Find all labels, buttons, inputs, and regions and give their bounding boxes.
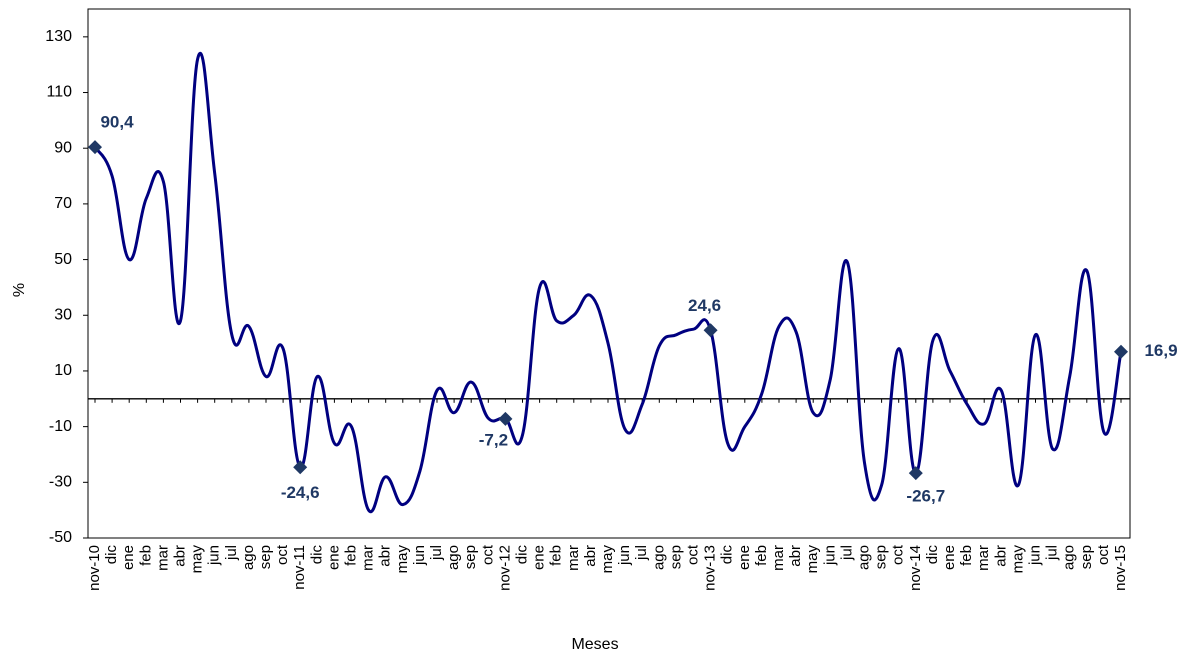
marker — [293, 460, 308, 475]
y-tick-label: 10 — [54, 362, 72, 379]
x-tick-label: jun — [616, 545, 633, 566]
x-tick-label: dic — [308, 545, 325, 565]
x-tick-label: oct — [479, 544, 496, 565]
x-tick-label: jun — [821, 545, 838, 566]
marker — [88, 140, 102, 155]
x-tick-label: oct — [274, 544, 291, 565]
y-tick-label: -50 — [49, 529, 72, 546]
x-tick-label: oct — [1095, 544, 1112, 565]
x-tick-label: oct — [684, 544, 701, 565]
x-tick-label: ago — [445, 545, 462, 570]
x-tick-label: mar — [154, 545, 171, 571]
x-tick-label: jul — [838, 545, 855, 561]
x-tick-label: may — [1009, 545, 1026, 574]
x-tick-label: feb — [548, 545, 565, 566]
x-tick-label: feb — [137, 545, 154, 566]
data-label: 24,6 — [688, 296, 721, 315]
x-tick-label: jul — [428, 545, 445, 561]
x-tick-label: ene — [120, 545, 137, 570]
y-axis-title: % — [11, 283, 28, 297]
y-tick-label: 130 — [45, 28, 72, 45]
data-line — [93, 51, 1123, 514]
x-tick-label: sep — [873, 545, 890, 569]
x-tick-label: feb — [342, 545, 359, 566]
x-tick-label: may — [804, 545, 821, 574]
x-tick-label: nov-15 — [1112, 545, 1129, 591]
x-tick-label: nov-12 — [496, 545, 513, 591]
x-tick-label: sep — [462, 545, 479, 569]
x-tick-label: nov-10 — [86, 545, 103, 591]
marker — [703, 323, 718, 338]
x-tick-label: abr — [171, 545, 188, 567]
x-tick-label: mar — [770, 545, 787, 571]
x-tick-label: abr — [377, 545, 394, 567]
x-tick-label: mar — [975, 545, 992, 571]
data-label: -7,2 — [479, 430, 508, 449]
y-tick-label: 110 — [46, 84, 72, 101]
x-tick-label: sep — [1078, 545, 1095, 569]
x-tick-label: abr — [787, 545, 804, 567]
x-tick-label: jun — [411, 545, 428, 566]
x-tick-label: dic — [719, 545, 736, 565]
x-tick-label: abr — [992, 545, 1009, 567]
y-tick-label: -30 — [49, 474, 72, 491]
x-tick-label: mar — [360, 545, 377, 571]
marker — [1114, 344, 1128, 359]
x-tick-label: feb — [958, 545, 975, 566]
x-tick-label: nov-11 — [291, 545, 308, 590]
x-tick-label: ago — [240, 545, 257, 570]
y-tick-label: 50 — [54, 251, 72, 268]
y-tick-label: -10 — [49, 418, 72, 435]
x-tick-label: mar — [565, 545, 582, 571]
x-tick-label: ago — [1061, 545, 1078, 570]
x-tick-label: may — [394, 545, 411, 574]
y-tick-label: 90 — [54, 139, 72, 156]
x-tick-label: may — [189, 545, 206, 574]
x-tick-label: nov-13 — [702, 545, 719, 591]
x-tick-label: dic — [924, 545, 941, 565]
data-label: 16,9 — [1144, 341, 1177, 360]
x-tick-label: nov-14 — [907, 545, 924, 591]
x-tick-label: ene — [941, 545, 958, 570]
x-tick-label: ene — [325, 545, 342, 570]
x-tick-label: dic — [513, 545, 530, 565]
x-tick-label: oct — [890, 544, 907, 565]
x-tick-label: ago — [855, 545, 872, 570]
x-tick-label: ago — [650, 545, 667, 570]
x-tick-label: jul — [1044, 545, 1061, 561]
x-tick-label: dic — [103, 545, 120, 565]
x-tick-label: jul — [633, 545, 650, 561]
plot-frame — [87, 8, 1131, 539]
marker — [498, 411, 513, 426]
x-tick-label: ene — [531, 545, 548, 570]
x-tick-label: abr — [582, 545, 599, 567]
x-tick-label: feb — [753, 545, 770, 566]
x-axis-title: Meses — [571, 636, 618, 653]
x-tick-label: sep — [257, 545, 274, 569]
marker — [908, 466, 923, 481]
y-tick-label: 70 — [54, 195, 72, 212]
y-tick-label: 30 — [54, 306, 72, 323]
x-tick-label: may — [599, 545, 616, 574]
x-tick-label: jul — [223, 545, 240, 561]
x-tick-label: sep — [667, 545, 684, 569]
data-label: -24,6 — [281, 483, 320, 502]
data-label: -26,7 — [906, 487, 945, 506]
x-tick-label: ene — [736, 545, 753, 570]
x-tick-label: jun — [206, 545, 223, 566]
x-tick-label: jun — [1026, 545, 1043, 566]
data-label: 90,4 — [100, 113, 134, 132]
